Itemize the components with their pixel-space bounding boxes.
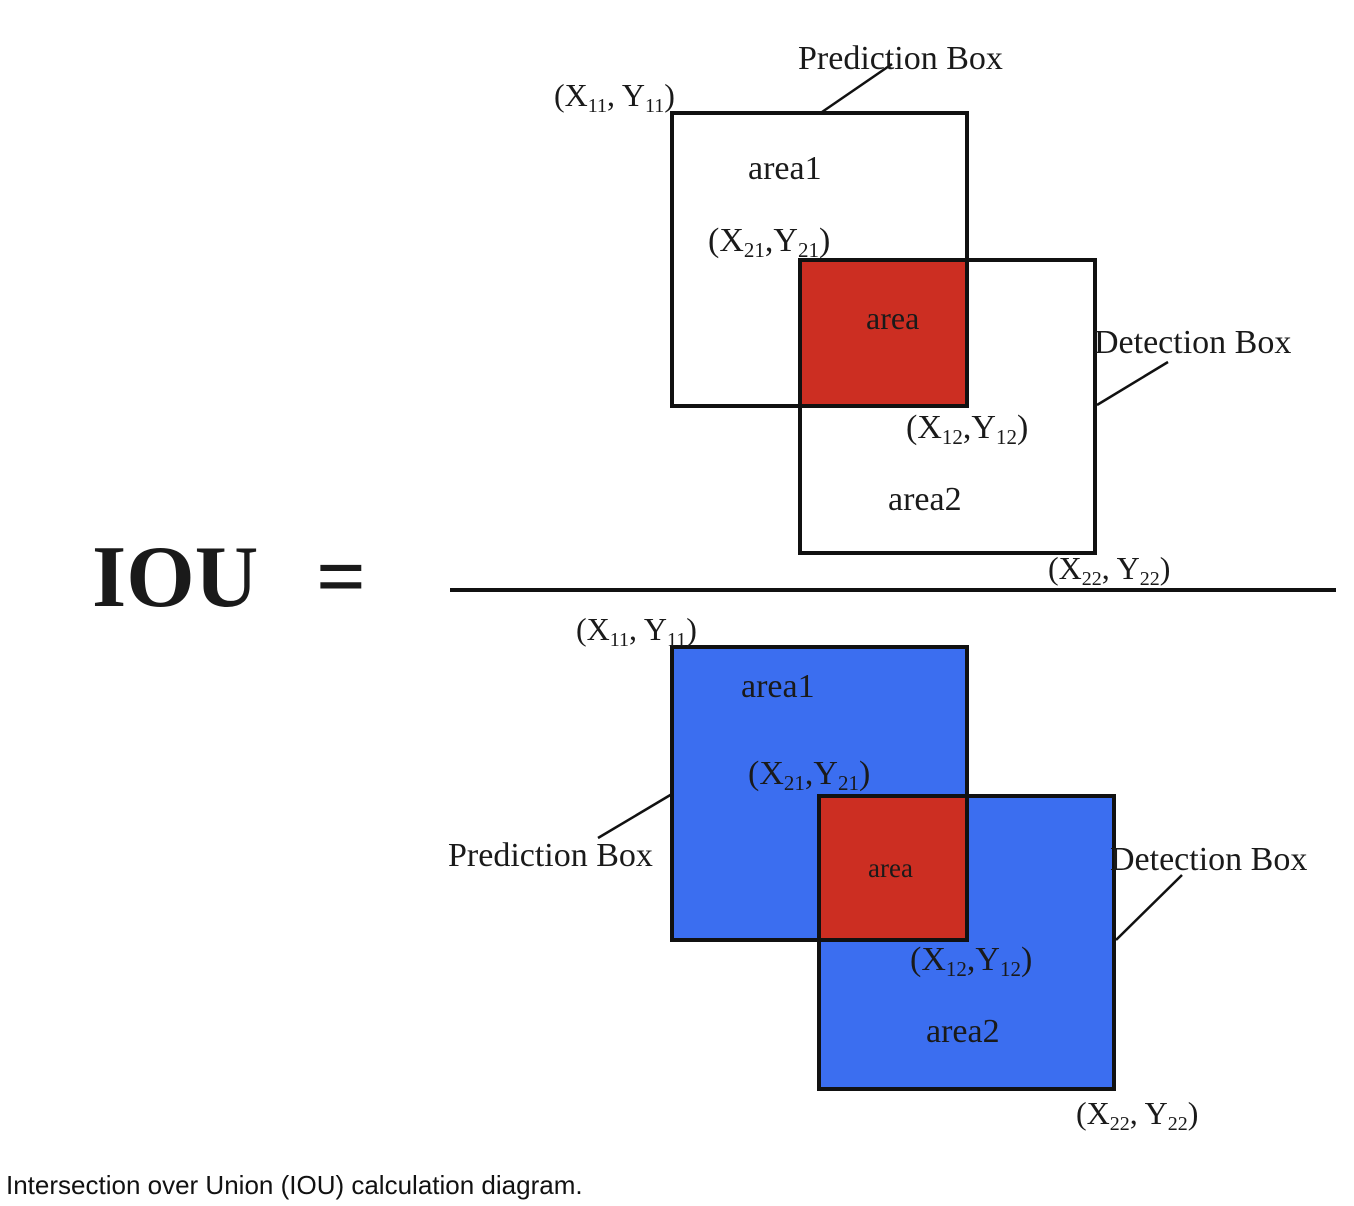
denominator-area1-label: area1 — [741, 668, 815, 705]
numerator-diagram: Prediction Box Detection Box area1 area … — [554, 40, 1291, 590]
denominator-coord-inner-bottom-right: (X12,Y12) — [910, 941, 1032, 981]
denominator-area2-label: area2 — [926, 1013, 1000, 1050]
numerator-coord-bottom-right: (X22, Y22) — [1048, 550, 1170, 590]
denominator-prediction-leader-line — [597, 792, 673, 840]
numerator-prediction-leader-line — [821, 62, 893, 114]
equals-sign: = — [316, 529, 366, 626]
iou-label: IOU — [92, 529, 258, 626]
numerator-coord-inner-bottom-right: (X12,Y12) — [906, 409, 1028, 449]
denominator-detection-leader-line — [1115, 874, 1183, 941]
figure-caption: Intersection over Union (IOU) calculatio… — [6, 1170, 583, 1200]
numerator-coord-inner-top-left: (X21,Y21) — [708, 222, 830, 262]
numerator-detection-box-label: Detection Box — [1094, 324, 1291, 361]
denominator-coord-bottom-right: (X22, Y22) — [1076, 1095, 1198, 1135]
denominator-intersection-area — [817, 794, 969, 942]
denominator-coord-top-left: (X11, Y11) — [576, 611, 697, 651]
denominator-intersection-label: area — [868, 853, 913, 883]
numerator-prediction-box-label: Prediction Box — [798, 40, 1003, 77]
denominator-detection-box-label: Detection Box — [1110, 841, 1307, 878]
numerator-coord-top-left: (X11, Y11) — [554, 77, 675, 117]
denominator-coord-inner-top-left: (X21,Y21) — [748, 755, 870, 795]
numerator-detection-leader-line — [1096, 360, 1169, 407]
denominator-diagram: Prediction Box Detection Box area1 area … — [448, 611, 1307, 1135]
numerator-area2-label: area2 — [888, 481, 962, 518]
numerator-intersection-area — [798, 258, 969, 408]
numerator-area1-label: area1 — [748, 150, 822, 187]
numerator-intersection-label: area — [866, 300, 919, 336]
denominator-prediction-box-label: Prediction Box — [448, 837, 653, 874]
